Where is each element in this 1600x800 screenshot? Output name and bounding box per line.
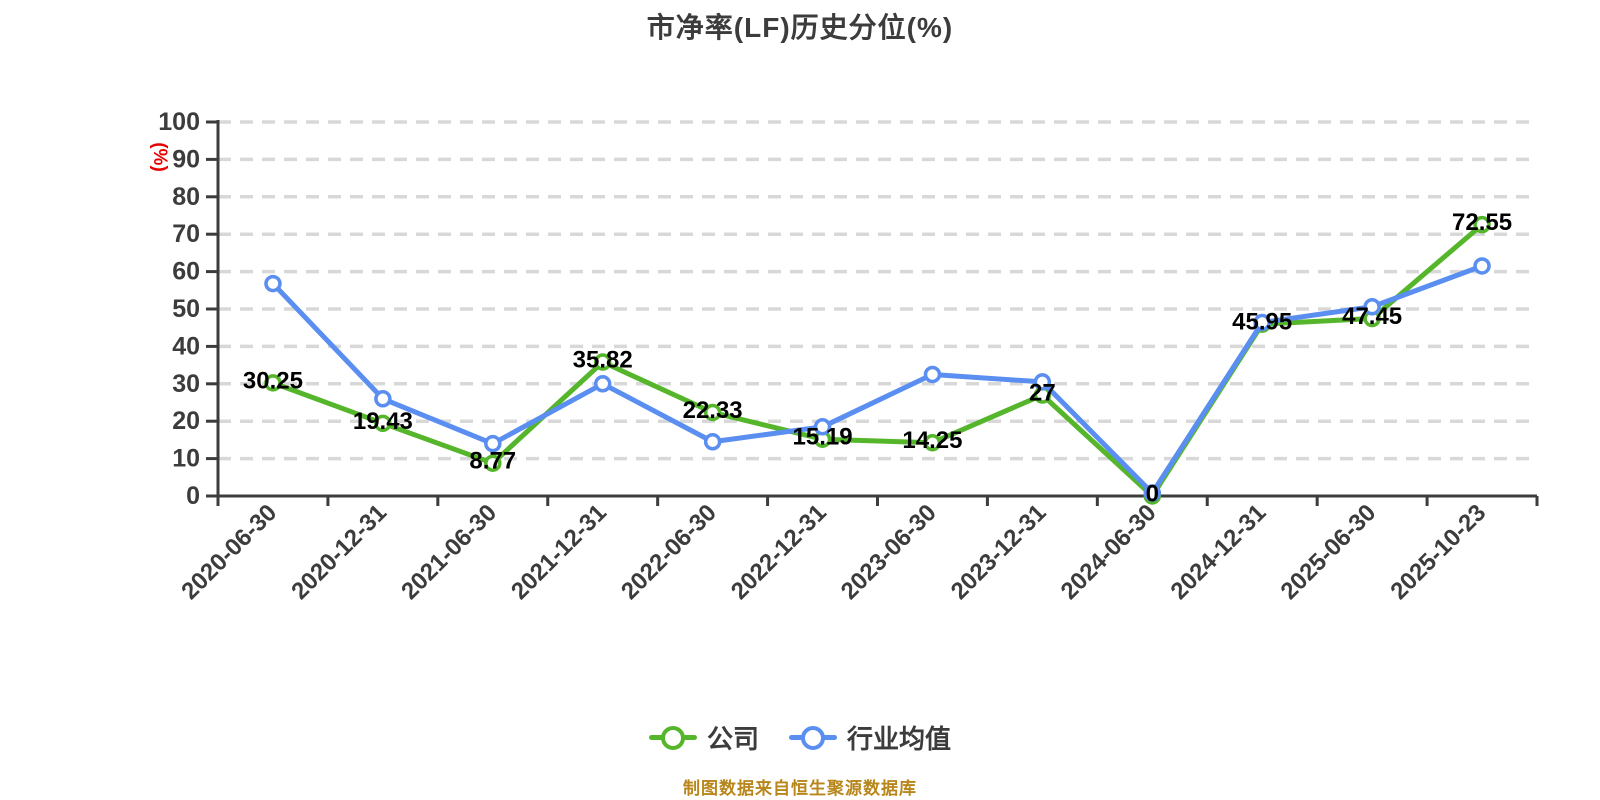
series-marker-1 <box>264 274 282 293</box>
source-note: 制图数据来自恒生聚源数据库 <box>683 779 917 798</box>
series-marker-0 <box>1473 215 1491 234</box>
chart-title: 市净率(LF)历史分位(%) <box>646 12 954 43</box>
y-tick-label: 60 <box>172 258 200 286</box>
y-tick-label: 50 <box>172 295 200 323</box>
data-label: 72.55 <box>1452 209 1512 236</box>
x-tick-label: 2021-12-31 <box>506 499 612 605</box>
x-tick-label: 2022-06-30 <box>616 499 722 605</box>
data-label: 30.25 <box>243 367 303 394</box>
data-label: 14.25 <box>902 427 962 454</box>
legend-item-industry-average[interactable]: 行业均值 <box>789 719 951 756</box>
series-marker-1 <box>813 418 832 436</box>
x-tick-label: 2022-12-31 <box>726 499 832 605</box>
y-tick-label: 80 <box>172 183 200 211</box>
series-marker-0 <box>374 414 392 433</box>
data-label: 35.82 <box>573 347 633 374</box>
data-label: 45.95 <box>1232 309 1292 336</box>
series-marker-0 <box>703 403 722 422</box>
x-tick-label: 2025-10-23 <box>1385 499 1491 605</box>
legend-label-company: 公司 <box>706 724 759 754</box>
series-marker-1 <box>593 375 612 393</box>
series-marker-1 <box>484 434 502 453</box>
y-tick-label: 0 <box>186 482 200 510</box>
x-tick-label: 2024-06-30 <box>1056 499 1162 605</box>
series-marker-1 <box>1473 257 1491 275</box>
series-marker-1 <box>703 433 722 451</box>
y-tick-label: 10 <box>172 445 200 473</box>
series-marker-1 <box>1253 313 1271 332</box>
x-tick-label: 2023-12-31 <box>946 499 1052 605</box>
data-label: 19.43 <box>353 408 413 435</box>
industry-series-marker-icon <box>789 725 837 751</box>
legend-item-company[interactable]: 公司 <box>648 719 759 756</box>
data-label: 47.45 <box>1342 303 1402 330</box>
x-tick-label: 2020-06-30 <box>176 499 282 605</box>
y-tick-label: 70 <box>172 220 200 248</box>
y-tick-label: 20 <box>172 407 200 435</box>
company-series-marker-icon <box>648 725 697 751</box>
data-label: 8.77 <box>469 448 516 475</box>
x-tick-label: 2020-12-31 <box>286 499 392 605</box>
legend: 公司 行业均值 <box>0 719 1600 756</box>
series-line-0 <box>270 222 1485 499</box>
data-label: 22.33 <box>683 397 743 424</box>
y-tick-label: 100 <box>158 108 200 136</box>
series-marker-0 <box>923 433 942 452</box>
series-marker-1 <box>1033 373 1052 391</box>
series-marker-1 <box>374 390 392 408</box>
y-tick-label: 90 <box>172 145 200 173</box>
x-tick-label: 2023-06-30 <box>836 499 942 605</box>
x-tick-label: 2024-12-31 <box>1166 499 1272 605</box>
series-line-1 <box>270 263 1485 496</box>
series-marker-1 <box>923 365 942 384</box>
x-tick-label: 2025-06-30 <box>1275 499 1381 605</box>
series-marker-0 <box>593 353 612 371</box>
x-tick-label: 2021-06-30 <box>396 499 502 605</box>
y-tick-label: 40 <box>172 332 200 360</box>
series-marker-0 <box>484 454 502 472</box>
data-label: 0 <box>1146 481 1159 508</box>
series-marker-0 <box>264 374 282 392</box>
legend-label-industry-average: 行业均值 <box>847 724 952 754</box>
series-marker-1 <box>1143 484 1162 502</box>
data-label: 27 <box>1029 380 1056 407</box>
data-label: 15.19 <box>793 424 853 451</box>
series-marker-1 <box>1363 298 1381 316</box>
y-tick-label: 30 <box>172 370 200 398</box>
